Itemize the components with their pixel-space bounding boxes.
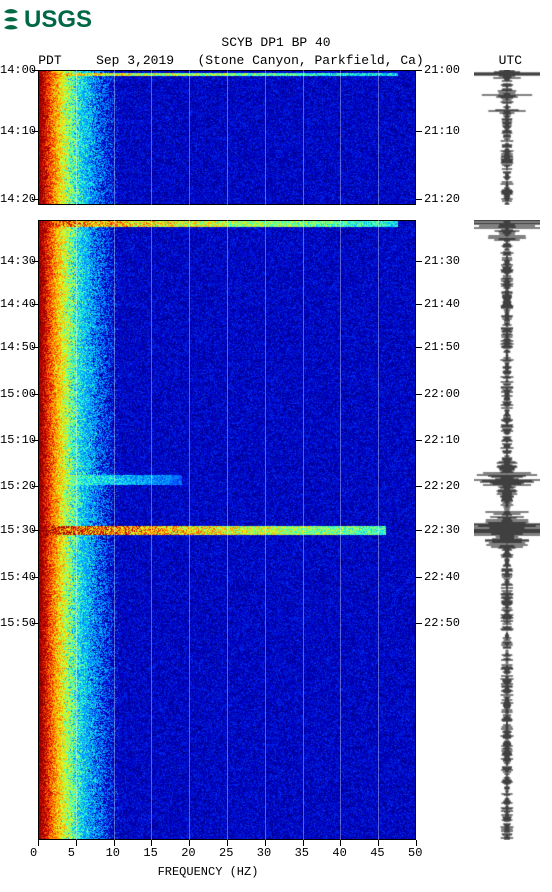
x-axis-label: FREQUENCY (HZ) [0,865,416,879]
ytick-right [416,623,422,624]
ytick-label-utc: 22:40 [424,570,460,584]
xtick-label: 10 [106,846,120,860]
ytick-label-pdt: 15:20 [0,479,36,493]
gridline-vertical [151,220,152,840]
location-label: (Stone Canyon, Parkfield, Ca) [197,53,423,68]
ytick-label-utc: 21:10 [424,124,460,138]
ytick-label-utc: 22:30 [424,523,460,537]
ytick-right [416,577,422,578]
ytick-label-pdt: 15:30 [0,523,36,537]
pdt-label: PDT [38,52,88,70]
xtick-label: 45 [370,846,384,860]
ytick-right [416,199,422,200]
gridline-vertical [114,70,115,205]
xtick-label: 50 [408,846,422,860]
xtick-label: 30 [257,846,271,860]
ytick-label-pdt: 14:40 [0,297,36,311]
xtick-label: 35 [295,846,309,860]
utc-label: UTC [452,52,522,70]
gridline-vertical [303,220,304,840]
date-label: Sep 3,2019 [96,53,174,68]
usgs-logo: USGS [0,0,552,34]
ytick-right [416,394,422,395]
ytick-label-pdt: 15:50 [0,616,36,630]
xtick-label: 15 [143,846,157,860]
ytick-label-pdt: 14:50 [0,340,36,354]
ytick-label-utc: 21:40 [424,297,460,311]
gridline-vertical [189,70,190,205]
ytick-right [416,530,422,531]
xtick-label: 20 [181,846,195,860]
gridline-vertical [340,220,341,840]
ytick-right [416,304,422,305]
xtick [38,840,39,846]
spectrogram-chart: 14:0014:1014:2021:0021:1021:2014:3014:40… [0,70,552,865]
gridline-vertical [340,70,341,205]
gridline-vertical [227,220,228,840]
ytick-label-utc: 21:50 [424,340,460,354]
xtick-label: 0 [30,846,37,860]
ytick-right [416,347,422,348]
station-id: SCYB DP1 BP 40 [221,35,330,50]
gridline-vertical [114,220,115,840]
ytick-label-pdt: 14:00 [0,63,36,77]
ytick-label-utc: 21:00 [424,63,460,77]
gridline-vertical [76,70,77,205]
ytick-label-utc: 22:00 [424,387,460,401]
xtick-label: 5 [68,846,75,860]
ytick-right [416,70,422,71]
ytick-label-utc: 22:20 [424,479,460,493]
ytick-label-pdt: 14:10 [0,124,36,138]
ytick-right [416,131,422,132]
ytick-label-pdt: 15:40 [0,570,36,584]
gridline-vertical [265,70,266,205]
ytick-label-pdt: 15:00 [0,387,36,401]
xtick-label: 25 [219,846,233,860]
xtick-label: 40 [332,846,346,860]
seismogram-trace [474,220,540,840]
gridline-vertical [378,220,379,840]
chart-title-line2: PDT Sep 3,2019 (Stone Canyon, Parkfield,… [0,52,552,70]
seismogram-trace [474,70,540,205]
ytick-label-pdt: 15:10 [0,433,36,447]
ytick-label-utc: 21:20 [424,192,460,206]
gridline-vertical [227,70,228,205]
ytick-label-pdt: 14:20 [0,192,36,206]
xtick [76,840,77,846]
ytick-right [416,486,422,487]
gridline-vertical [378,70,379,205]
logo-text: USGS [24,6,92,32]
ytick-right [416,261,422,262]
gridline-vertical [265,220,266,840]
ytick-label-utc: 22:50 [424,616,460,630]
ytick-label-utc: 22:10 [424,433,460,447]
ytick-label-pdt: 14:30 [0,254,36,268]
gridline-vertical [76,220,77,840]
ytick-right [416,440,422,441]
ytick-label-utc: 21:30 [424,254,460,268]
gridline-vertical [303,70,304,205]
gridline-vertical [189,220,190,840]
gridline-vertical [151,70,152,205]
chart-title-line1: SCYB DP1 BP 40 [0,34,552,52]
